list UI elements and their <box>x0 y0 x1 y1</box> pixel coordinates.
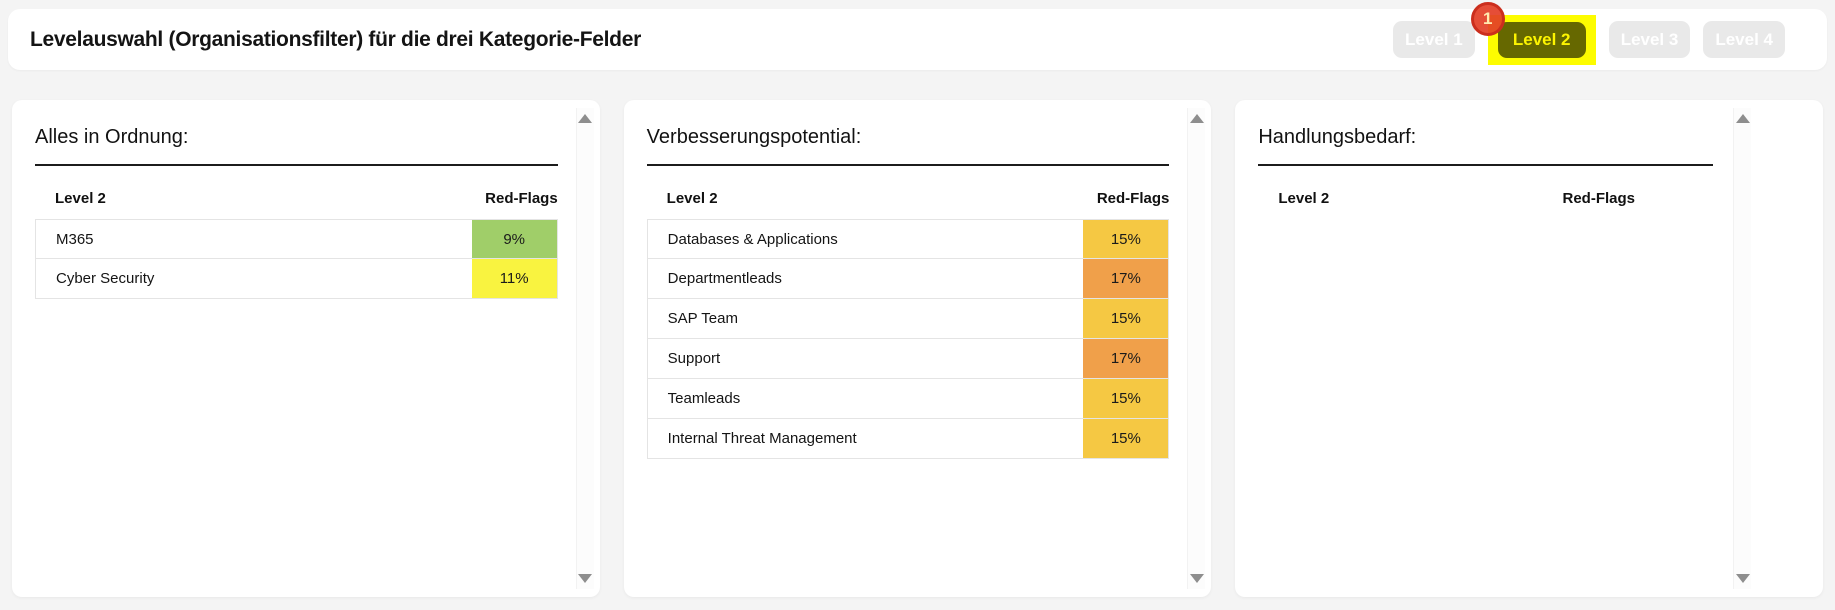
row-label: Teamleads <box>667 390 741 407</box>
red-flags-value: 15% <box>1083 220 1169 258</box>
red-flags-value: 15% <box>1083 379 1169 418</box>
level-1-button[interactable]: Level 1 <box>1393 21 1475 58</box>
level-2-highlight: 1 Level 2 <box>1470 1 1596 65</box>
table-body: Databases & Applications 15% Departmentlea… <box>646 219 1170 459</box>
scrollbar[interactable] <box>1733 108 1752 589</box>
panel-handlungsbedarf: Handlungsbedarf: Level 2 Red-Flags <box>1235 100 1824 597</box>
table-row: Internal Threat Management 15% <box>646 419 1170 459</box>
scroll-down-icon[interactable] <box>1189 574 1204 583</box>
table-row: Support 17% <box>646 339 1170 379</box>
row-label: Support <box>667 350 721 367</box>
level-3-button[interactable]: Level 3 <box>1608 21 1691 58</box>
table-row: Cyber Security 11% <box>35 259 558 299</box>
row-label: Databases & Applications <box>667 230 838 248</box>
row-label: Cyber Security <box>56 270 155 287</box>
level-filter-group: Level 1 1 Level 2 Level 3 Level 4 <box>1393 1 1785 65</box>
panel-alles-in-ordnung: Alles in Ordnung: Level 2 Red-Flags M365… <box>12 100 600 597</box>
top-bar: Levelauswahl (Organisationsfilter) für d… <box>8 1 1827 70</box>
panel-title: Verbesserungspotential: <box>646 126 1170 166</box>
category-panels: Alles in Ordnung: Level 2 Red-Flags M365… <box>12 100 1824 597</box>
table-row: Teamleads 15% <box>646 379 1170 419</box>
panel-title: Handlungsbedarf: <box>1258 126 1714 166</box>
panel-title: Alles in Ordnung: <box>35 126 558 166</box>
table-row: Departmentleads 17% <box>646 259 1170 299</box>
level-2-button[interactable]: Level 2 <box>1497 21 1586 58</box>
table-row: M365 9% <box>35 219 558 259</box>
scroll-up-icon[interactable] <box>1189 114 1204 123</box>
table-body: M365 9% Cyber Security 11% <box>35 219 558 299</box>
red-flags-value: 9% <box>471 220 557 258</box>
column-redflags: Red-Flags <box>1096 190 1170 207</box>
red-flags-value: 11% <box>471 259 557 298</box>
scroll-up-icon[interactable] <box>578 114 593 123</box>
scrollbar[interactable] <box>1187 108 1206 589</box>
table-header: Level 2 Red-Flags <box>35 190 558 207</box>
column-redflags: Red-Flags <box>485 190 558 207</box>
red-flags-value: 17% <box>1083 259 1169 298</box>
column-level2: Level 2 <box>1278 190 1330 207</box>
column-level2: Level 2 <box>666 190 718 207</box>
table-header: Level 2 Red-Flags <box>1258 190 1635 207</box>
table-row: Databases & Applications 15% <box>646 219 1170 259</box>
table-header: Level 2 Red-Flags <box>647 190 1170 207</box>
row-label: M365 <box>56 230 94 248</box>
scroll-up-icon[interactable] <box>1735 114 1750 123</box>
table-row: SAP Team 15% <box>646 299 1170 339</box>
notification-badge: 1 <box>1470 1 1505 36</box>
page-title: Levelauswahl (Organisationsfilter) für d… <box>30 27 641 51</box>
column-level2: Level 2 <box>55 190 106 207</box>
red-flags-value: 17% <box>1083 339 1169 378</box>
red-flags-value: 15% <box>1083 419 1169 458</box>
scroll-down-icon[interactable] <box>578 574 593 583</box>
scrollbar[interactable] <box>575 108 594 589</box>
red-flags-value: 15% <box>1083 299 1169 338</box>
level-4-button[interactable]: Level 4 <box>1703 21 1785 58</box>
column-redflags: Red-Flags <box>1562 190 1636 207</box>
row-label: SAP Team <box>667 310 738 327</box>
row-label: Internal Threat Management <box>667 430 857 447</box>
scroll-down-icon[interactable] <box>1735 574 1750 583</box>
row-label: Departmentleads <box>667 270 782 287</box>
panel-verbesserungspotential: Verbesserungspotential: Level 2 Red-Flag… <box>623 100 1212 597</box>
